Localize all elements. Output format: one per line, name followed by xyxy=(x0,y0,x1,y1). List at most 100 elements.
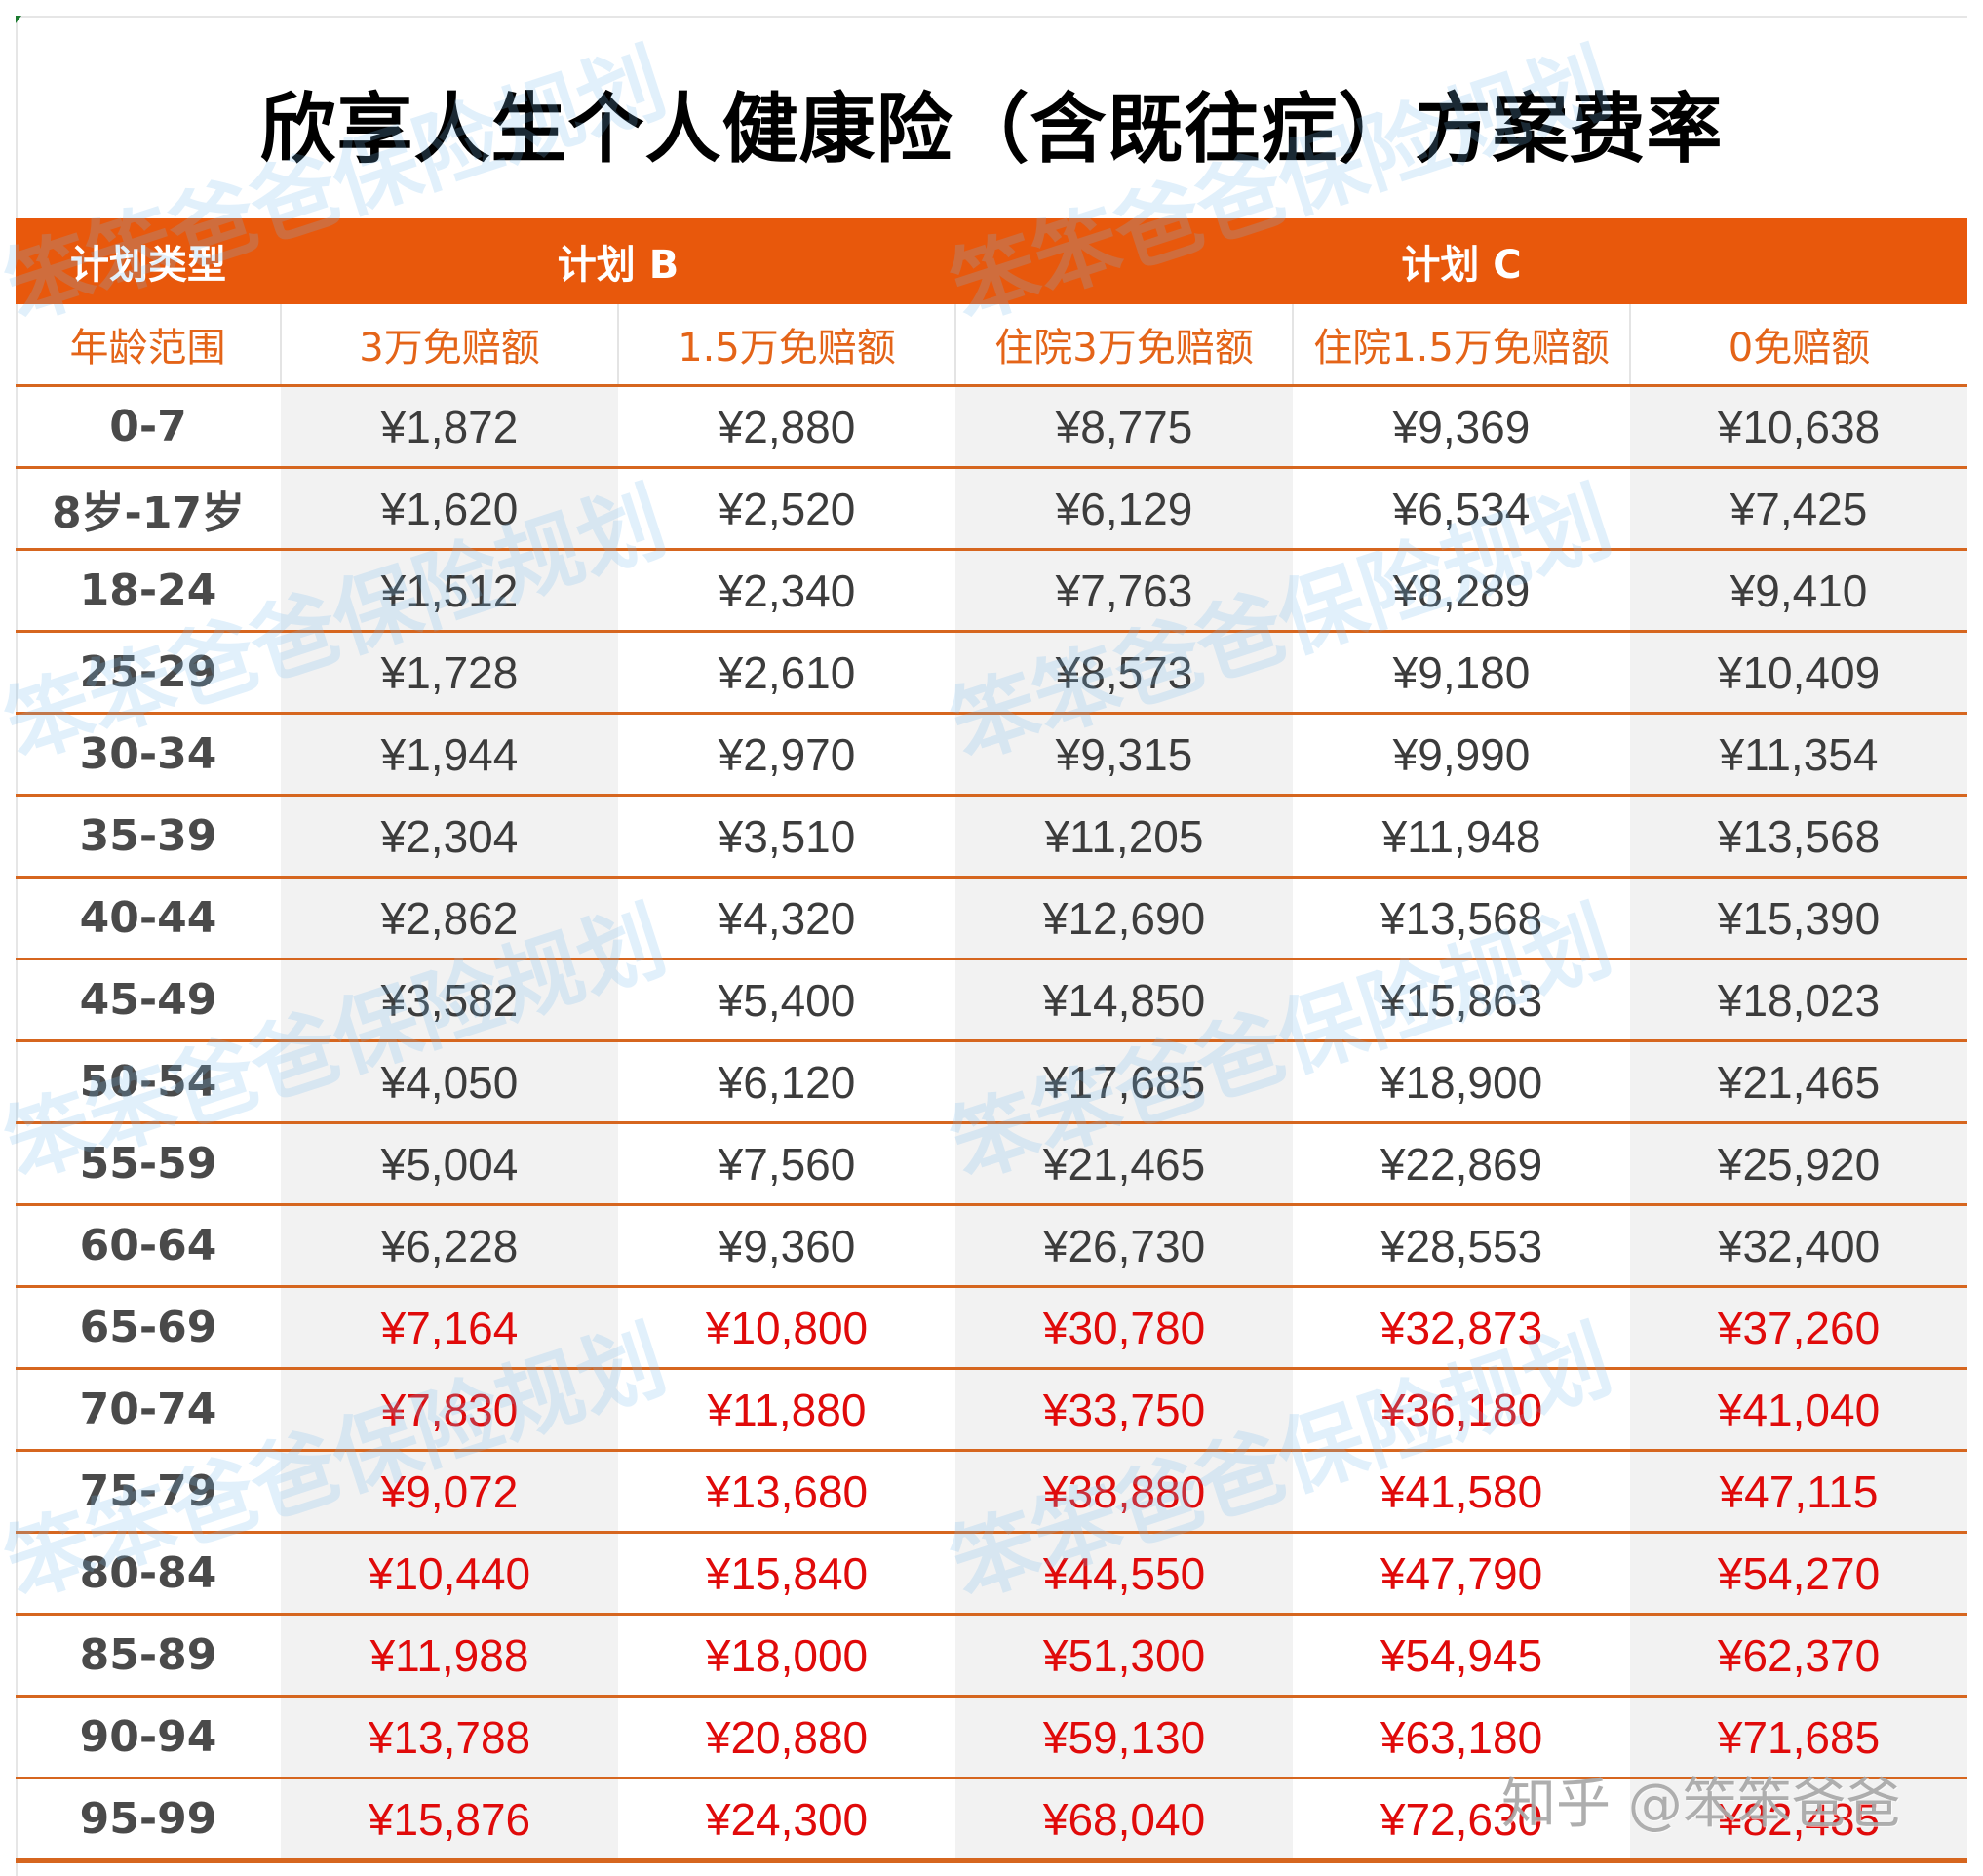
premium-cell: ¥8,775 xyxy=(955,385,1294,469)
premium-cell: ¥11,948 xyxy=(1293,795,1631,879)
premium-cell: ¥13,680 xyxy=(618,1450,956,1534)
premium-cell: ¥12,690 xyxy=(955,877,1294,960)
age-range-cell: 25-29 xyxy=(16,631,281,715)
age-range-cell: 35-39 xyxy=(16,795,281,879)
plan-type-label: 计划类型 xyxy=(16,218,281,304)
premium-cell: ¥54,945 xyxy=(1293,1614,1631,1698)
premium-cell: ¥11,880 xyxy=(618,1368,956,1452)
table-row: 90-94 ¥13,788 ¥20,880 ¥59,130 ¥63,180 ¥71,685 xyxy=(16,1696,1968,1779)
premium-cell: ¥6,534 xyxy=(1293,467,1631,551)
premium-cell: ¥47,115 xyxy=(1630,1450,1968,1534)
premium-cell: ¥7,830 xyxy=(281,1368,618,1452)
table-row: 40-44 ¥2,862 ¥4,320 ¥12,690 ¥13,568 ¥15,390 xyxy=(16,877,1968,960)
premium-cell: ¥33,750 xyxy=(955,1368,1294,1452)
age-range-cell: 65-69 xyxy=(16,1286,281,1370)
age-range-cell: 80-84 xyxy=(16,1532,281,1616)
age-range-cell: 55-59 xyxy=(16,1122,281,1206)
premium-cell: ¥51,300 xyxy=(955,1614,1294,1698)
premium-cell: ¥7,164 xyxy=(281,1286,618,1370)
table-row: 0-7 ¥1,872 ¥2,880 ¥8,775 ¥9,369 ¥10,638 xyxy=(16,385,1968,469)
plan-header-row: 计划类型 计划 B 计划 C xyxy=(16,218,1968,304)
premium-cell: ¥20,880 xyxy=(618,1696,956,1779)
premium-cell: ¥6,120 xyxy=(618,1040,956,1124)
premium-cell: ¥41,580 xyxy=(1293,1450,1631,1534)
premium-cell: ¥7,763 xyxy=(955,549,1294,633)
premium-cell: ¥2,520 xyxy=(618,467,956,551)
deductible-header-row: 年龄范围 3万免赔额 1.5万免赔额 住院3万免赔额 住院1.5万免赔额 0免赔… xyxy=(16,304,1968,387)
premium-cell: ¥9,072 xyxy=(281,1450,618,1534)
column-header: 0免赔额 xyxy=(1630,304,1968,387)
age-range-cell: 95-99 xyxy=(16,1778,281,1863)
premium-cell: ¥2,880 xyxy=(618,385,956,469)
premium-cell: ¥5,004 xyxy=(281,1122,618,1206)
premium-cell: ¥62,370 xyxy=(1630,1614,1968,1698)
plan-b-header: 计划 B xyxy=(281,218,956,304)
table-row: 95-99 ¥15,876 ¥24,300 ¥68,040 ¥72,630 ¥82,485 xyxy=(16,1778,1968,1863)
premium-cell: ¥2,862 xyxy=(281,877,618,960)
column-header: 3万免赔额 xyxy=(281,304,619,387)
premium-cell: ¥7,425 xyxy=(1630,467,1968,551)
premium-cell: ¥28,553 xyxy=(1293,1204,1631,1288)
premium-cell: ¥9,180 xyxy=(1293,631,1631,715)
premium-cell: ¥8,573 xyxy=(955,631,1294,715)
premium-cell: ¥7,560 xyxy=(618,1122,956,1206)
premium-cell: ¥10,409 xyxy=(1630,631,1968,715)
age-range-cell: 85-89 xyxy=(16,1614,281,1698)
age-range-cell: 30-34 xyxy=(16,713,281,797)
age-range-cell: 75-79 xyxy=(16,1450,281,1534)
premium-cell: ¥21,465 xyxy=(955,1122,1294,1206)
premium-cell: ¥9,369 xyxy=(1293,385,1631,469)
premium-cell: ¥68,040 xyxy=(955,1778,1294,1863)
table-row: 85-89 ¥11,988 ¥18,000 ¥51,300 ¥54,945 ¥62,370 xyxy=(16,1614,1968,1698)
premium-cell: ¥22,869 xyxy=(1293,1122,1631,1206)
table-row: 55-59 ¥5,004 ¥7,560 ¥21,465 ¥22,869 ¥25,920 xyxy=(16,1122,1968,1206)
premium-cell: ¥21,465 xyxy=(1630,1040,1968,1124)
premium-cell: ¥1,872 xyxy=(281,385,618,469)
page-title: 欣享人生个人健康险（含既往症）方案费率 xyxy=(259,86,1724,174)
premium-cell: ¥24,300 xyxy=(618,1778,956,1863)
premium-cell: ¥3,510 xyxy=(618,795,956,879)
premium-cell: ¥15,390 xyxy=(1630,877,1968,960)
premium-cell: ¥13,568 xyxy=(1293,877,1631,960)
premium-cell: ¥15,876 xyxy=(281,1778,618,1863)
premium-cell: ¥11,205 xyxy=(955,795,1294,879)
premium-cell: ¥26,730 xyxy=(955,1204,1294,1288)
premium-cell: ¥25,920 xyxy=(1630,1122,1968,1206)
age-range-cell: 40-44 xyxy=(16,877,281,960)
column-header: 住院3万免赔额 xyxy=(955,304,1295,387)
premium-cell: ¥9,410 xyxy=(1630,549,1968,633)
age-range-cell: 90-94 xyxy=(16,1696,281,1779)
age-range-cell: 8岁-17岁 xyxy=(16,467,281,551)
premium-cell: ¥13,568 xyxy=(1630,795,1968,879)
premium-cell: ¥1,620 xyxy=(281,467,618,551)
premium-cell: ¥6,228 xyxy=(281,1204,618,1288)
premium-cell: ¥44,550 xyxy=(955,1532,1294,1616)
premium-cell: ¥1,512 xyxy=(281,549,618,633)
premium-cell: ¥10,440 xyxy=(281,1532,618,1616)
premium-cell: ¥30,780 xyxy=(955,1286,1294,1370)
table-row: 18-24 ¥1,512 ¥2,340 ¥7,763 ¥8,289 ¥9,410 xyxy=(16,549,1968,633)
table-row: 8岁-17岁 ¥1,620 ¥2,520 ¥6,129 ¥6,534 ¥7,425 xyxy=(16,467,1968,551)
age-range-cell: 45-49 xyxy=(16,958,281,1042)
premium-cell: ¥11,354 xyxy=(1630,713,1968,797)
table-row: 50-54 ¥4,050 ¥6,120 ¥17,685 ¥18,900 ¥21,465 xyxy=(16,1040,1968,1124)
premium-cell: ¥18,023 xyxy=(1630,958,1968,1042)
premium-cell: ¥18,900 xyxy=(1293,1040,1631,1124)
premium-cell: ¥4,320 xyxy=(618,877,956,960)
table-row: 60-64 ¥6,228 ¥9,360 ¥26,730 ¥28,553 ¥32,400 xyxy=(16,1204,1968,1288)
premium-cell: ¥63,180 xyxy=(1293,1696,1631,1779)
table-row: 25-29 ¥1,728 ¥2,610 ¥8,573 ¥9,180 ¥10,409 xyxy=(16,631,1968,715)
premium-cell: ¥82,485 xyxy=(1630,1778,1968,1863)
table-row: 45-49 ¥3,582 ¥5,400 ¥14,850 ¥15,863 ¥18,023 xyxy=(16,958,1968,1042)
age-range-label: 年龄范围 xyxy=(16,304,282,387)
age-range-cell: 0-7 xyxy=(16,385,281,469)
premium-cell: ¥1,728 xyxy=(281,631,618,715)
rate-table: 计划类型 计划 B 计划 C 年龄范围 3万免赔额 1.5万免赔额 住院3万免赔… xyxy=(16,218,1968,1863)
premium-cell: ¥11,988 xyxy=(281,1614,618,1698)
table-row: 70-74 ¥7,830 ¥11,880 ¥33,750 ¥36,180 ¥41,040 xyxy=(16,1368,1968,1452)
premium-cell: ¥15,840 xyxy=(618,1532,956,1616)
premium-cell: ¥10,638 xyxy=(1630,385,1968,469)
premium-cell: ¥2,304 xyxy=(281,795,618,879)
premium-cell: ¥32,873 xyxy=(1293,1286,1631,1370)
premium-cell: ¥72,630 xyxy=(1293,1778,1631,1863)
